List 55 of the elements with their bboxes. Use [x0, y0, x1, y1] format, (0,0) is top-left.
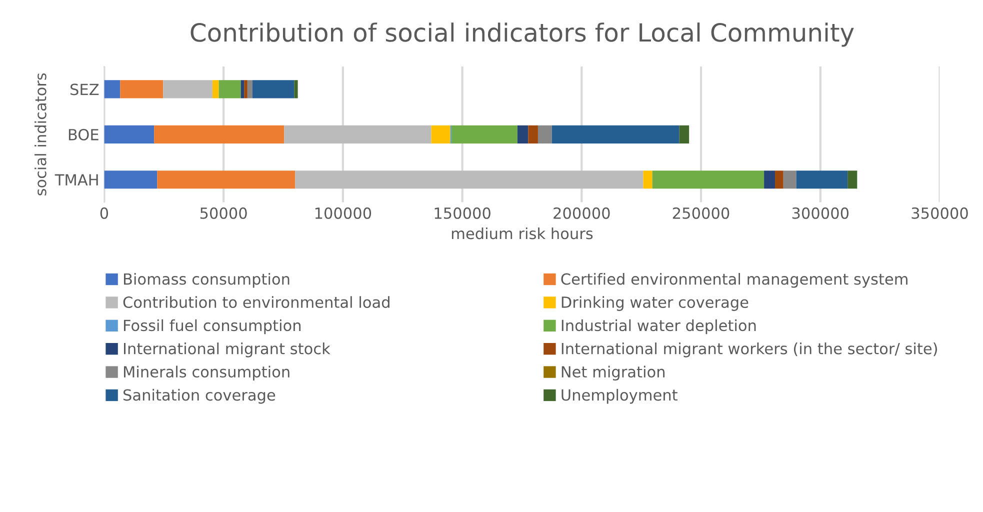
y-tick-label: SEZ [70, 84, 99, 96]
legend-label: Contribution to environmental load [123, 296, 390, 308]
bar [157, 170, 296, 189]
legend-label: Unemployment [562, 388, 678, 404]
bar [775, 170, 784, 189]
bar [848, 170, 858, 189]
x-tick-label: 100000 [315, 207, 372, 219]
y-tick-label: BOE [68, 128, 98, 140]
bar [252, 80, 294, 98]
x-tick-label: 0 [100, 207, 108, 219]
x-tick-label: 50000 [200, 207, 247, 219]
bar [284, 125, 432, 144]
bar [295, 170, 644, 189]
legend-label: Minerals consumption [124, 366, 290, 381]
y-tick-label: TMAH [54, 174, 98, 186]
bar [104, 80, 120, 98]
bar [783, 170, 796, 189]
bar [212, 80, 219, 98]
bar [244, 80, 248, 98]
bar [218, 80, 241, 98]
bar [247, 80, 252, 98]
legend-label: Fossil fuel consumption [124, 319, 301, 334]
x-tick-label: 150000 [434, 207, 490, 219]
legend-label: Certified environmental management system [561, 272, 908, 288]
legend-label: Sanitation coverage [124, 388, 276, 404]
chart-title: Contribution of social indicators for Local Community [190, 22, 854, 47]
x-tick-label: 300000 [792, 207, 849, 219]
bar [104, 170, 158, 189]
bar [431, 125, 450, 144]
x-tick-label: 350000 [912, 207, 968, 219]
legend-label: International migrant stock [124, 342, 330, 358]
bar [538, 125, 552, 144]
bar [796, 170, 848, 189]
legend-label: Net migration [562, 366, 664, 381]
bar [120, 80, 164, 98]
bar [679, 125, 690, 144]
bar [517, 125, 528, 144]
bar [643, 170, 652, 189]
bar [163, 80, 212, 98]
y-axis-title: social indicators [34, 73, 46, 196]
x-tick-label: 250000 [672, 207, 730, 219]
bar [528, 125, 538, 144]
legend-label: Drinking water coverage [562, 296, 748, 311]
bar [294, 80, 298, 98]
x-axis-title: medium risk hours [452, 227, 593, 240]
legend-label: Industrial water depletion [562, 319, 756, 334]
legend-label: International migrant workers (in the sector/ site) [562, 342, 937, 358]
legend-label: Biomass consumption [124, 272, 290, 288]
bar [764, 170, 776, 189]
bar [652, 170, 764, 189]
x-tick-label: 200000 [554, 207, 610, 219]
bar [104, 125, 154, 144]
bar [452, 125, 518, 144]
bar [552, 125, 680, 144]
bar [154, 125, 284, 144]
